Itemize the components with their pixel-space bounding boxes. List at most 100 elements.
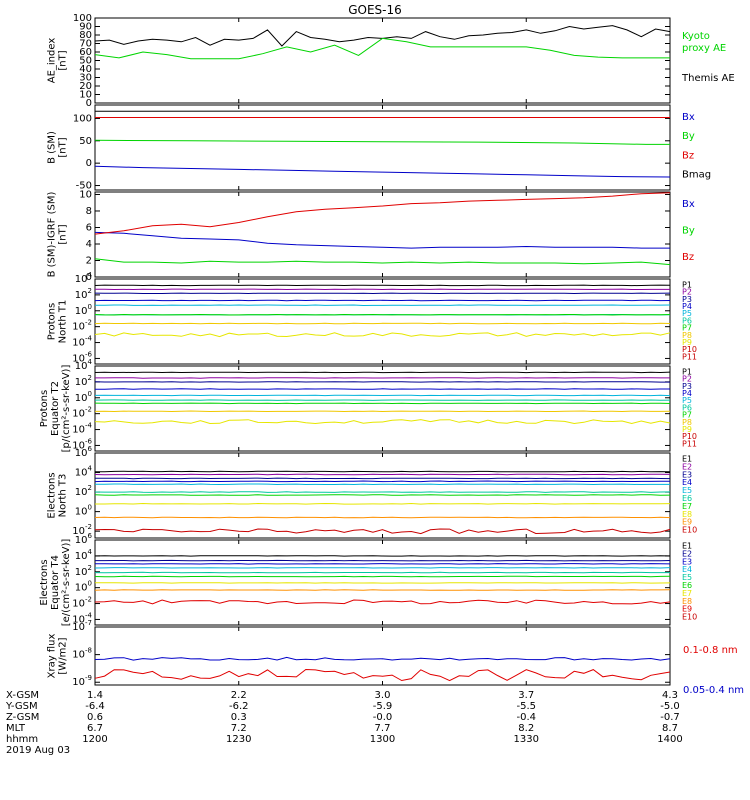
y-tick-label: 70	[79, 39, 92, 50]
legend-label: P6	[682, 316, 692, 325]
y-tick-label: 10-8	[72, 647, 92, 661]
y-tick-label: 10-2	[72, 406, 92, 420]
y-tick-label: 100	[73, 13, 92, 24]
y-axis-label: [nT]	[58, 137, 69, 157]
legend-label: E7	[682, 589, 692, 598]
series-e2	[95, 559, 671, 562]
y-axis-label: Xray flux	[47, 634, 58, 679]
x-row-value: 3.0	[375, 690, 391, 701]
panel-frame	[94, 365, 671, 452]
series-e4	[94, 480, 670, 483]
series-0-05-0-4-nm	[94, 656, 671, 661]
series-themis-ae	[94, 25, 671, 47]
legend-label: E6	[682, 494, 692, 503]
panel-electrons-equator: 106 104 102 100 10-210-4 Electrons Equator T4[…	[39, 532, 697, 626]
legend-label: P2	[682, 288, 692, 297]
series-by	[94, 139, 670, 145]
legend-label: E6	[682, 581, 692, 590]
series-p1	[94, 284, 671, 287]
x-row-value: -5.9	[373, 701, 393, 712]
series-p4	[94, 299, 671, 302]
legend-label: E2	[682, 549, 692, 558]
legend-label: 0.1-0.8 nm	[683, 645, 738, 656]
y-axis-label: Electrons	[39, 559, 50, 605]
panel-xray: 10-7 10-8 10-9 Xray flux [W/m2] 0.1-0.8 nm 0.0…	[47, 619, 745, 696]
y-tick-label: 100	[75, 303, 92, 317]
y-tick-label: 102	[75, 374, 92, 388]
y-tick-label: 20	[79, 81, 92, 92]
y-tick-label: 104	[75, 358, 93, 372]
panel-protons-equator: 104 102 100 10-2 10-410-6 Protons Equator T2 [p…	[39, 358, 697, 452]
legend-label: E9	[682, 518, 692, 527]
legend-label: E5	[682, 486, 692, 495]
x-row-value: 7.2	[231, 723, 247, 734]
legend-label: E2	[682, 462, 692, 471]
legend-label: P1	[682, 281, 692, 290]
y-tick-label: 10-4	[72, 422, 92, 436]
legend-label: E1	[682, 542, 692, 551]
y-axis-label: Protons	[39, 390, 50, 427]
y-tick-label: 106	[75, 532, 93, 546]
x-row-value: 1230	[226, 734, 251, 745]
y-tick-label: 10-9	[72, 674, 92, 688]
legend-label: P3	[682, 382, 692, 391]
y-axis-label: B (SM)-IGRF (SM)	[47, 192, 58, 278]
x-row-value: 2.2	[231, 690, 247, 701]
y-tick-label: 10-2	[72, 596, 92, 610]
series-p9	[94, 419, 671, 425]
legend-label: E7	[682, 502, 692, 511]
series-p4	[95, 388, 670, 390]
legend-label: P2	[682, 375, 692, 384]
y-tick-label: 0	[86, 272, 92, 283]
series-p6	[94, 399, 671, 401]
series-kyoto-proxy-ae	[94, 37, 670, 60]
y-tick-label: 4	[86, 239, 92, 250]
series-e7	[94, 494, 671, 496]
series-p7	[94, 402, 671, 405]
date-label: 2019 Aug 03	[6, 745, 70, 756]
y-tick-label: 6	[86, 222, 92, 233]
y-tick-label: 50	[79, 56, 92, 67]
legend-label: P11	[682, 352, 697, 361]
legend-label: E10	[682, 613, 697, 622]
series-p9	[94, 332, 671, 338]
x-row-label: hhmm	[6, 734, 38, 745]
y-axis-label: [W/m2]	[58, 637, 69, 674]
y-axis-label: B (SM)	[47, 131, 58, 164]
legend-label: E10	[682, 526, 697, 535]
legend-label: E9	[682, 605, 692, 614]
y-axis-label: Equator T4	[50, 555, 61, 610]
series-e8	[95, 502, 671, 505]
x-row-value: 0.6	[87, 712, 103, 723]
y-tick-label: 100	[75, 504, 92, 518]
x-row-label: X-GSM	[6, 690, 39, 701]
legend-label: P10	[682, 432, 697, 441]
y-tick-label: 10-2	[72, 319, 92, 333]
y-tick-label: 60	[79, 47, 92, 58]
series-e9	[94, 599, 671, 605]
x-row-value: 4.3	[662, 690, 678, 701]
legend-label: P10	[682, 345, 697, 354]
series-e3	[95, 477, 671, 480]
legend-label: P4	[682, 302, 692, 311]
legend-label: E1	[682, 455, 692, 464]
y-axis-label: North T3	[58, 474, 69, 518]
legend-label: E3	[682, 470, 692, 479]
y-tick-label: 10	[79, 90, 92, 101]
y-axis-label: [e/(cm²-s-sr-keV)]	[61, 539, 72, 627]
y-tick-label: 0	[86, 98, 92, 109]
legend-label: P3	[682, 295, 692, 304]
series-e9	[94, 516, 671, 519]
legend-label: E3	[682, 557, 692, 566]
legend-label: By	[682, 131, 695, 142]
legend-label: Bz	[682, 252, 694, 263]
y-tick-label: 40	[79, 64, 92, 75]
y-axis-label: Electrons	[47, 472, 58, 518]
legend-label: P8	[682, 418, 692, 427]
legend-label: P4	[682, 389, 692, 398]
x-row-value: 0.3	[231, 712, 247, 723]
series-e5	[94, 571, 670, 574]
y-tick-label: 2	[86, 255, 92, 266]
y-axis-label: [p/(cm²-s-sr-keV)]	[61, 365, 72, 453]
